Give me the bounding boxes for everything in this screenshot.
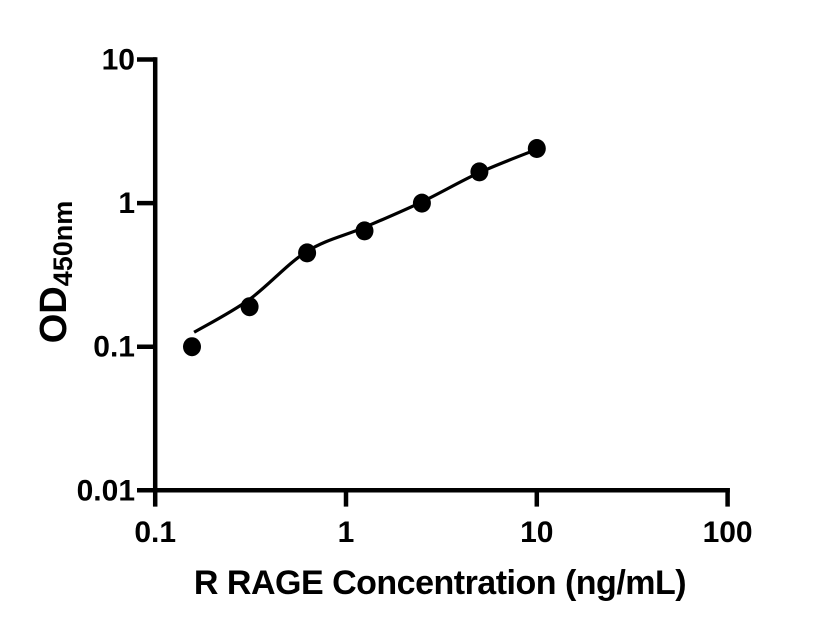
data-point-10: [527, 139, 546, 158]
data-point-1.25: [355, 221, 374, 241]
data-point-2.5: [412, 193, 431, 213]
x-tick-label-10: 10: [520, 516, 553, 549]
data-point-0.3125: [240, 297, 259, 317]
data-layer: [183, 139, 546, 357]
y-axis-title-main: OD: [33, 286, 75, 343]
data-point-0.625: [298, 243, 317, 263]
y-tick-label-1: 1: [118, 187, 135, 220]
x-tick-label-0.1: 0.1: [134, 516, 176, 549]
x-tick-label-100: 100: [703, 516, 753, 549]
y-axis-title-subscript: 450nm: [48, 201, 78, 287]
axis-spines: [152, 57, 730, 507]
x-axis-title: R RAGE Concentration (ng/mL): [194, 564, 686, 602]
data-point-0.156: [183, 337, 201, 357]
y-tick-label-0.1: 0.1: [93, 331, 135, 364]
y-axis-title: OD450nm: [33, 201, 78, 344]
data-point-5: [470, 162, 489, 182]
axes-layer: 10 1 0.1 0.01 0.1 1 10 100: [77, 44, 753, 550]
y-tick-label-10: 10: [102, 44, 135, 77]
x-tick-label-1: 1: [338, 516, 355, 549]
y-tick-label-0.01: 0.01: [77, 474, 135, 507]
